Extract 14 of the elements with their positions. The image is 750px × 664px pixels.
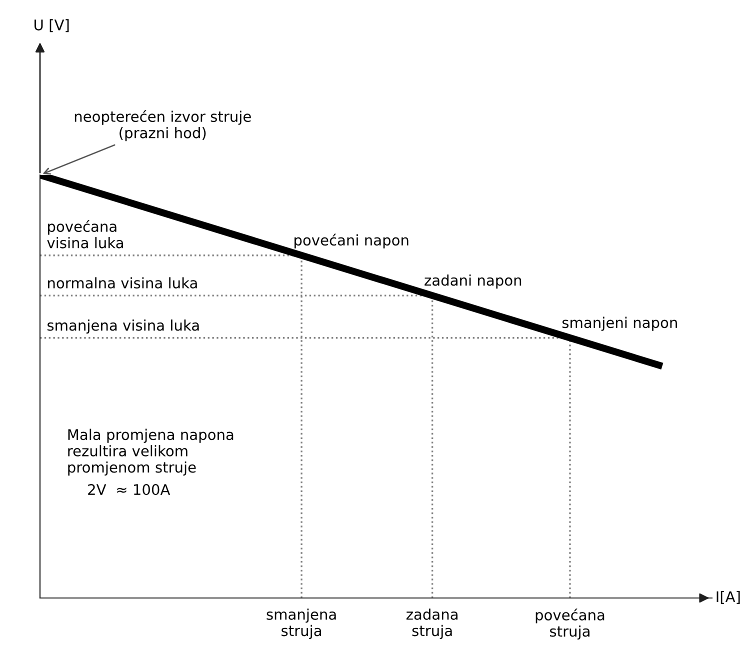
text: neopterećen izvor struje (prazni hod)	[74, 110, 251, 142]
annotation: povećani napon	[294, 234, 408, 248]
annotation: 2V ≈ 100A	[88, 484, 170, 496]
ref-line-label: povećana visina luka	[47, 220, 123, 248]
x-axis-title: I[A]	[716, 590, 740, 604]
text: zadana struja	[406, 608, 458, 640]
annotation: zadani napon	[424, 274, 522, 289]
ref-line-label: normalna visina luka	[48, 277, 197, 288]
ref-line-label: smanjena visina luka	[48, 320, 199, 334]
text: povećana struja	[536, 608, 604, 640]
annotation: Mala promjena napona rezultira velikom promjenom struje	[68, 428, 234, 476]
text: smanjena struja	[266, 608, 336, 640]
text: U [V]	[34, 19, 69, 32]
annotation: smanjeni napon	[562, 316, 677, 331]
